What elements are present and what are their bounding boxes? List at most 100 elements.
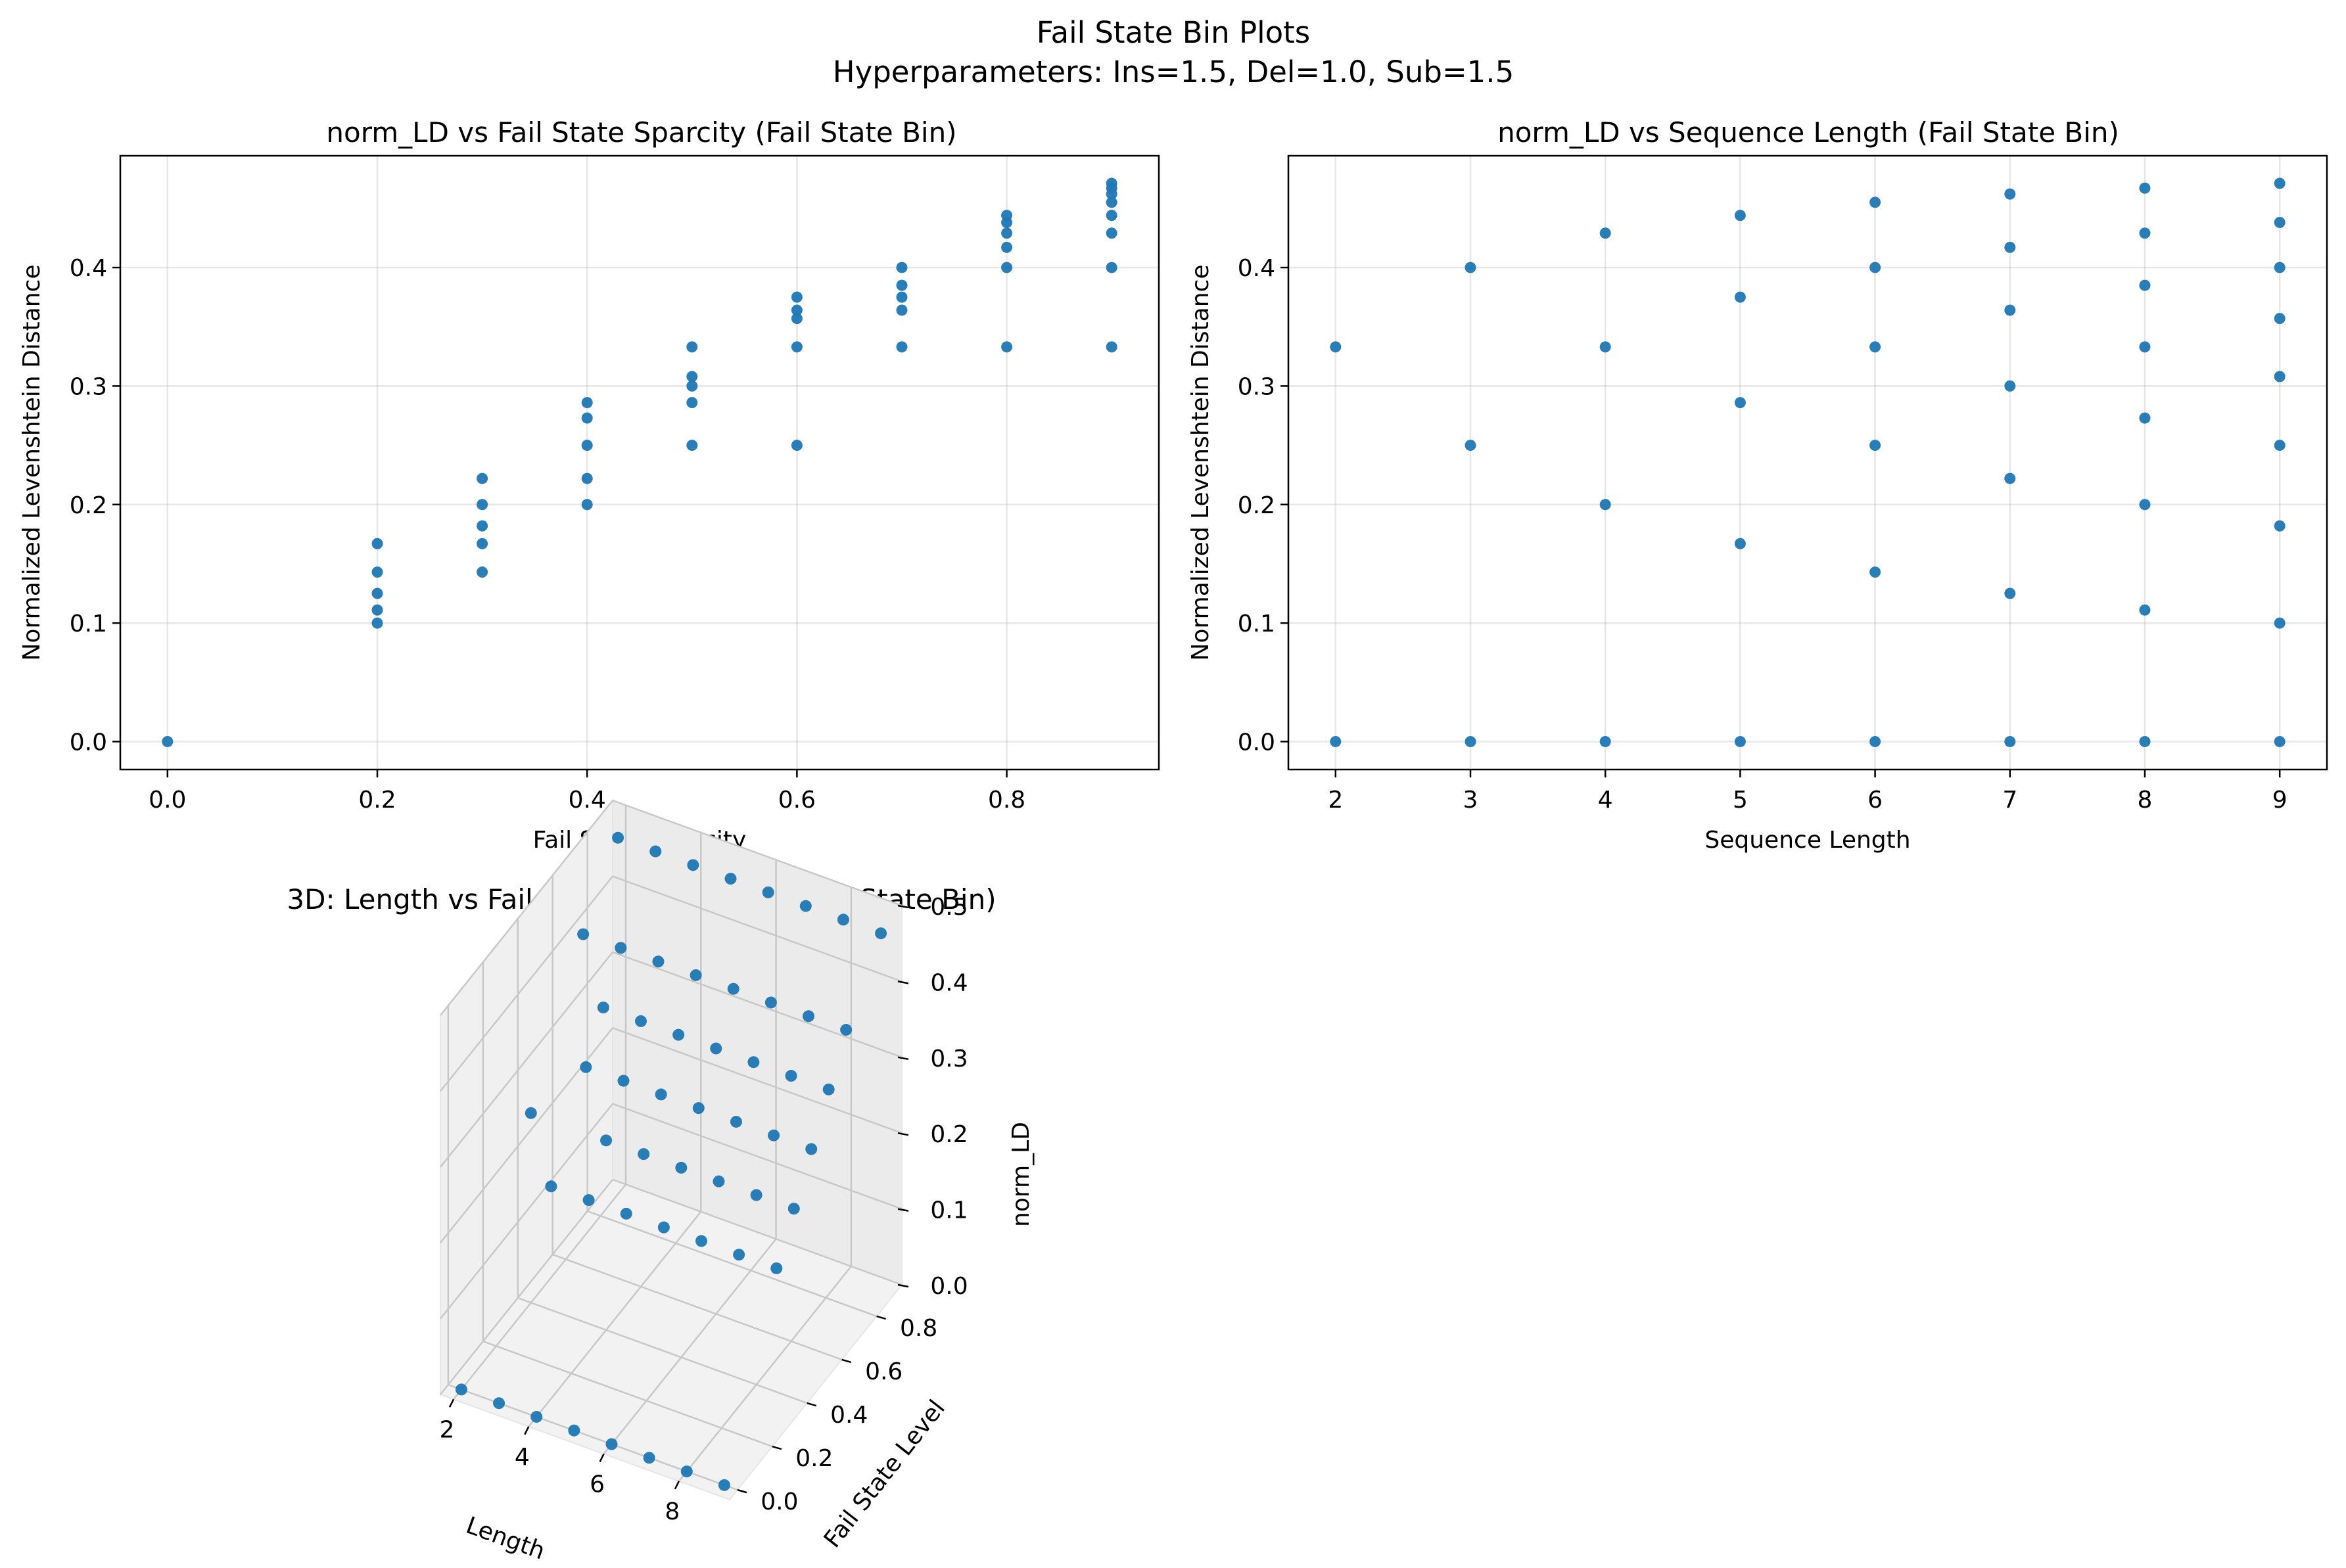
data-point [2274, 217, 2286, 229]
figure-title-line-1: Fail State Bin Plots [1037, 15, 1311, 50]
data-point-3d [525, 1107, 537, 1119]
data-point [1001, 341, 1013, 353]
data-point [1106, 262, 1117, 273]
z-tick-label-3d: 0.0 [930, 1273, 968, 1300]
data-point [477, 473, 488, 484]
grid-3d-line [440, 952, 613, 1168]
z-tick-label-3d: 0.5 [930, 894, 968, 921]
data-point-3d [680, 1465, 693, 1478]
data-point-3d [600, 1134, 613, 1147]
grid-3d-line [612, 799, 903, 907]
subplot-sparcity-title: norm_LD vs Fail State Sparcity (Fail Sta… [326, 116, 956, 149]
data-point-3d [695, 1235, 708, 1247]
data-point [1734, 538, 1746, 549]
y-tick-label: 0.2 [70, 492, 107, 519]
data-point [2139, 227, 2151, 239]
z-tick-label-3d: 0.2 [930, 1121, 968, 1148]
data-point [791, 341, 803, 353]
data-point [371, 588, 383, 599]
subplot-length-ylabel: Normalized Levenshtein Distance [1187, 265, 1214, 661]
subplot-sparcity-grid [120, 156, 1159, 770]
data-point-3d [580, 1061, 592, 1073]
grid-3d-line [517, 1297, 808, 1404]
data-point [791, 440, 803, 451]
data-point-3d [612, 831, 624, 844]
tick-mark-3d [897, 1056, 909, 1061]
tick-mark-3d [448, 1398, 455, 1408]
x-tick-label: 0.0 [149, 787, 186, 814]
subplot-length-xlabel: Sequence Length [1704, 827, 1910, 854]
tick-mark-3d [897, 1283, 909, 1288]
subplot-3d-xlabel: Length [463, 1512, 549, 1565]
data-point-3d [605, 1438, 618, 1450]
subplot-length-ticks: 2 3 4 5 6 7 8 9 0.0 0.1 0.2 0.3 0.4 [1238, 255, 2287, 814]
data-point [2004, 473, 2016, 484]
data-point [2274, 520, 2286, 532]
tick-mark-3d [897, 904, 909, 909]
data-point-3d [822, 1083, 835, 1095]
grid-3d-line [482, 1340, 773, 1448]
data-point [581, 440, 593, 451]
data-point-3d [840, 1024, 853, 1036]
data-point-3d [615, 942, 627, 954]
data-point-3d [687, 859, 699, 871]
data-point [1869, 262, 1881, 273]
data-point [791, 304, 803, 316]
x-tick-label: 0.4 [569, 787, 606, 814]
y-tick-label: 0.4 [70, 255, 107, 282]
x-tick-label-3d: 2 [440, 1416, 455, 1443]
data-point [2274, 371, 2286, 382]
data-point [1106, 196, 1117, 208]
data-point-3d [768, 1129, 780, 1141]
subplot-3d-grid [440, 799, 903, 1491]
data-point [371, 566, 383, 578]
x-tick-label-3d: 6 [590, 1471, 605, 1498]
data-point [2139, 604, 2151, 616]
tick-mark-3d [897, 1208, 909, 1212]
subplot-sparcity-frame [119, 154, 1160, 771]
grid-3d-line [440, 800, 613, 1016]
x-tick-label: 3 [1463, 787, 1478, 814]
y-tick-label: 0.0 [1238, 729, 1275, 756]
data-point-3d [747, 1056, 760, 1069]
data-point [686, 380, 698, 392]
x-tick-label: 4 [1598, 787, 1613, 814]
subplot-3d: 3D: Length vs Fail State vs norm_LD (Fai… [287, 798, 1035, 1565]
data-point [1869, 440, 1881, 451]
data-point-3d [455, 1383, 467, 1396]
x-tick-label: 9 [2272, 787, 2287, 814]
data-point [2139, 279, 2151, 291]
data-point-3d [805, 1143, 818, 1155]
data-point [2139, 182, 2151, 194]
data-point [371, 617, 383, 629]
y-tick-label: 0.2 [1238, 492, 1275, 519]
grid-3d-line [612, 875, 903, 982]
tick-mark-3d [841, 1358, 852, 1364]
z-tick-label-3d: 0.3 [930, 1046, 968, 1072]
data-point [1106, 227, 1117, 239]
data-point [1734, 210, 1746, 221]
data-point [2139, 412, 2151, 424]
x-tick-label: 8 [2138, 787, 2153, 814]
x-tick-label: 0.6 [778, 787, 816, 814]
data-point [2274, 313, 2286, 325]
data-point-3d [750, 1189, 762, 1201]
data-point [791, 291, 803, 303]
tick-mark-3d [772, 1445, 782, 1450]
data-point [477, 499, 488, 511]
subplot-length-title: norm_LD vs Sequence Length (Fail State B… [1497, 116, 2119, 149]
y-tick-label: 0.3 [70, 373, 107, 400]
data-point [1869, 196, 1881, 208]
data-point [1599, 499, 1611, 511]
data-point-3d [620, 1207, 632, 1220]
data-point [896, 291, 908, 303]
tick-mark-3d [807, 1402, 817, 1407]
y-tick-label: 0.3 [1238, 373, 1275, 400]
data-point [477, 566, 488, 578]
data-point [1599, 735, 1611, 747]
tick-mark-3d [897, 980, 909, 984]
data-point-3d [837, 913, 849, 926]
data-point-3d [724, 873, 737, 885]
tick-mark-3d [897, 1132, 909, 1136]
